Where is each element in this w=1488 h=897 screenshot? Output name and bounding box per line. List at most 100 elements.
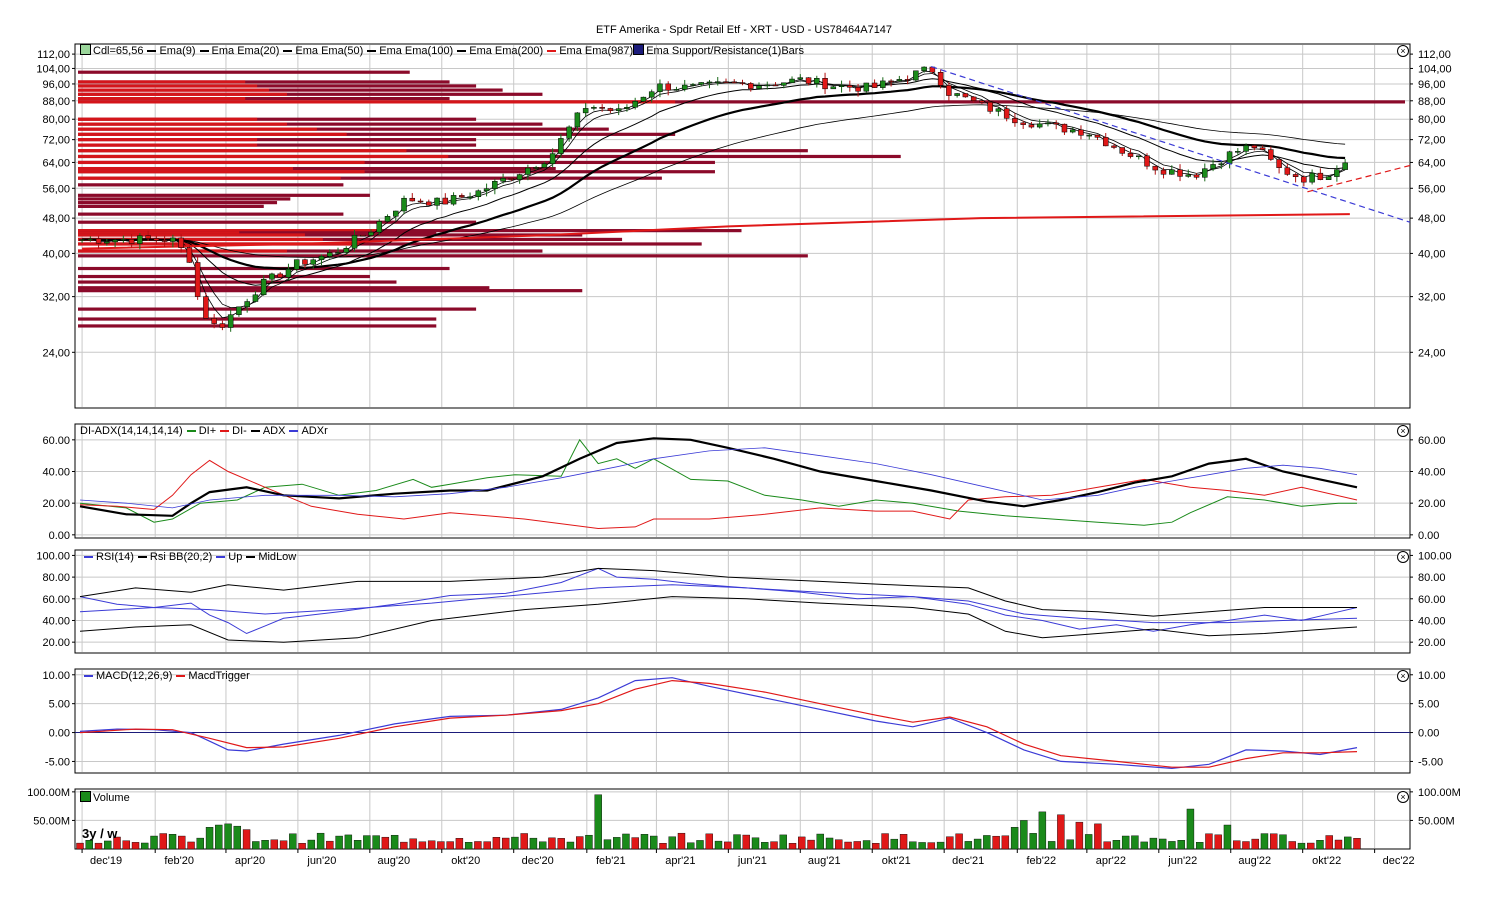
adx-close-icon[interactable]: × <box>1397 425 1409 437</box>
candle-body <box>731 81 737 84</box>
price-legend: Cdl=65,56 Ema(9) Ema Ema(20) Ema Ema(50) Ema… <box>80 44 804 58</box>
candle-body <box>516 174 523 180</box>
candle-body <box>1325 176 1332 180</box>
legend-box-icon <box>80 791 91 802</box>
candle-body <box>913 70 919 81</box>
candle-body <box>525 167 531 175</box>
legend-line-icon <box>199 50 209 53</box>
candle-body <box>360 234 366 237</box>
candle-body <box>326 252 333 257</box>
y-tick-label-right: 32,00 <box>1418 292 1446 304</box>
candle-body <box>582 108 589 114</box>
candle-body <box>1193 174 1200 178</box>
volume-bar <box>973 838 982 850</box>
volume-bar <box>178 835 186 850</box>
y-tick-label-left: 10.00 <box>42 670 70 682</box>
candle-body <box>161 240 168 242</box>
sr-level-bar-highlight <box>78 127 317 131</box>
candle-body <box>1301 176 1307 183</box>
volume-bar <box>427 840 436 850</box>
volume-bar <box>640 834 649 850</box>
legend-label: Low <box>276 551 297 563</box>
volume-bar <box>446 841 454 850</box>
candle-body <box>475 190 482 197</box>
volume-bar <box>344 834 353 850</box>
volume-bar <box>936 841 945 850</box>
adx-legend: DI-ADX(14,14,14,14) DI+ DI- ADX ADXr <box>80 425 328 438</box>
sr-level-bar <box>78 289 583 293</box>
candle-body <box>880 80 886 88</box>
volume-bar <box>511 836 519 850</box>
volume-bar <box>1353 838 1361 850</box>
volume-bar <box>483 841 491 850</box>
legend-line-icon <box>216 556 226 559</box>
candle-body <box>384 216 391 222</box>
volume-bar <box>1140 841 1148 850</box>
y-tick-label-right: 80,00 <box>1418 114 1446 126</box>
candle-body <box>128 239 135 244</box>
candle-body <box>1169 169 1175 175</box>
legend-line-icon <box>137 556 147 559</box>
candle-body <box>698 82 704 85</box>
y-tick-label-right: 0.00 <box>1418 530 1439 542</box>
sr-level-bar <box>78 286 490 290</box>
candle-body <box>665 83 671 91</box>
candle-body <box>1160 169 1167 175</box>
volume-bar <box>242 829 251 850</box>
candle-body <box>838 85 845 87</box>
ema-200-line <box>82 104 1346 258</box>
candle-body <box>87 238 94 241</box>
volume-bar <box>474 841 482 850</box>
candle-body <box>335 252 341 254</box>
volume-bar <box>909 841 917 850</box>
volume-bar <box>918 842 926 850</box>
macd-close-icon[interactable]: × <box>1397 670 1409 682</box>
candle-body <box>632 101 638 108</box>
volume-bar <box>1177 840 1185 850</box>
volume-bar <box>659 843 667 850</box>
legend-label: Ema Ema(200) <box>469 45 544 57</box>
support-trendline <box>1307 164 1411 193</box>
x-tick-label: dec'22 <box>1383 855 1415 867</box>
ema-987-line <box>82 213 1350 250</box>
sr-level-bar <box>78 212 344 216</box>
candle-body <box>1061 123 1068 133</box>
volume-bar <box>1066 839 1074 850</box>
period-label: 3y / w <box>82 826 118 841</box>
legend-label: DI- <box>232 425 247 437</box>
y-tick-label-right: 100.00M <box>1418 787 1461 799</box>
candle-body <box>1036 123 1043 128</box>
candle-body <box>797 77 804 80</box>
volume-close-icon[interactable]: × <box>1397 791 1409 803</box>
volume-plot <box>76 794 1361 850</box>
y-tick-label-left: 40.00 <box>42 615 70 627</box>
candle-body <box>599 107 605 109</box>
candle-body <box>805 77 812 84</box>
y-tick-label-right: 60.00 <box>1418 435 1446 447</box>
sr-level-bar <box>78 324 437 328</box>
sr-level-bar-highlight <box>78 122 288 126</box>
y-tick-label-right: -5.00 <box>1418 756 1443 768</box>
candle-body <box>269 273 275 280</box>
candle-body <box>995 108 1002 112</box>
candle-body <box>1144 155 1150 167</box>
candle-body <box>95 238 102 244</box>
volume-bar <box>390 834 399 850</box>
candle-body <box>1251 145 1258 148</box>
volume-bar <box>872 843 880 850</box>
volume-bar <box>585 834 593 850</box>
candle-body <box>1210 164 1216 169</box>
legend-line-icon <box>84 675 93 678</box>
y-tick-label-right: 0.00 <box>1418 728 1439 740</box>
candle-body <box>714 81 721 83</box>
legend-label: Volume <box>93 792 130 804</box>
x-tick-label: feb'22 <box>1026 855 1056 867</box>
y-tick-label-right: 5.00 <box>1418 699 1439 711</box>
rsi-close-icon[interactable]: × <box>1397 551 1409 563</box>
volume-bar <box>316 832 325 850</box>
volume-bar <box>1057 814 1065 850</box>
sr-level-bar <box>78 84 477 88</box>
volume-bar <box>798 836 806 850</box>
price-close-icon[interactable]: × <box>1397 45 1409 57</box>
